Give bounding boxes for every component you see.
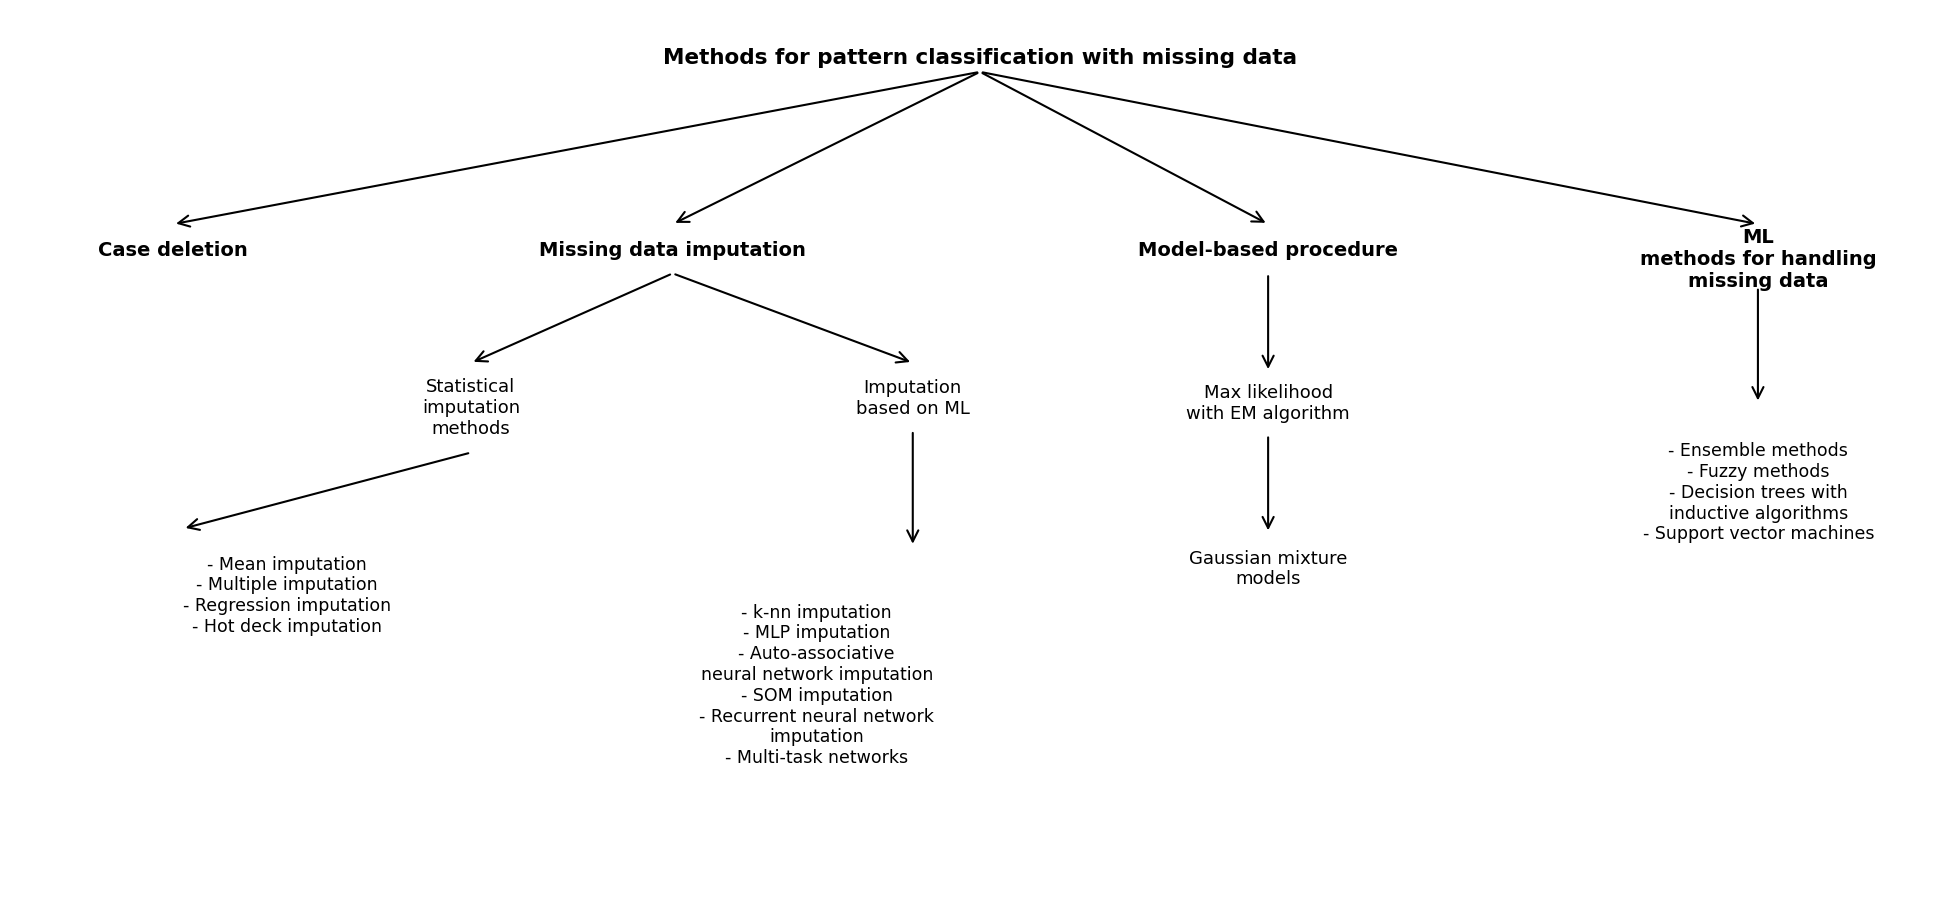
Text: - Mean imputation
- Multiple imputation
- Regression imputation
- Hot deck imput: - Mean imputation - Multiple imputation … bbox=[182, 556, 390, 636]
Text: Methods for pattern classification with missing data: Methods for pattern classification with … bbox=[662, 48, 1298, 69]
Text: Imputation
based on ML: Imputation based on ML bbox=[857, 379, 970, 419]
Text: - Ensemble methods
- Fuzzy methods
- Decision trees with
inductive algorithms
- : - Ensemble methods - Fuzzy methods - Dec… bbox=[1642, 442, 1874, 544]
Text: - k-nn imputation
- MLP imputation
- Auto-associative
neural network imputation
: - k-nn imputation - MLP imputation - Aut… bbox=[700, 603, 935, 767]
Text: Max likelihood
with EM algorithm: Max likelihood with EM algorithm bbox=[1186, 384, 1350, 422]
Text: Model-based procedure: Model-based procedure bbox=[1139, 241, 1397, 260]
Text: Gaussian mixture
models: Gaussian mixture models bbox=[1190, 549, 1347, 589]
Text: Case deletion: Case deletion bbox=[98, 241, 249, 260]
Text: ML
methods for handling
missing data: ML methods for handling missing data bbox=[1641, 228, 1876, 292]
Text: Statistical
imputation
methods: Statistical imputation methods bbox=[421, 377, 519, 438]
Text: Missing data imputation: Missing data imputation bbox=[539, 241, 806, 260]
